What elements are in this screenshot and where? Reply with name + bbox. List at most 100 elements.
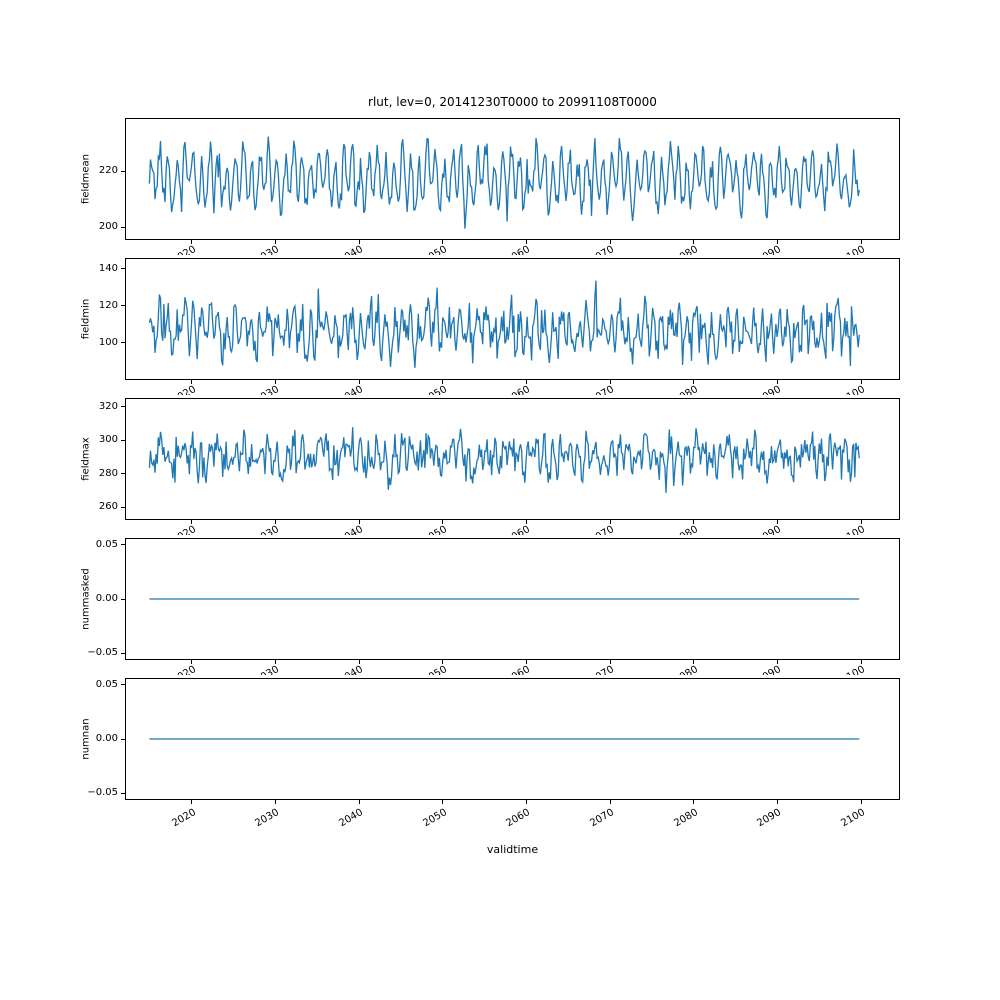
x-tick-label: 2030 bbox=[254, 524, 282, 535]
x-tick-label: 2030 bbox=[254, 664, 282, 675]
y-ticks-fieldmean: 200 220 bbox=[74, 119, 126, 239]
x-tick-label: 2100 bbox=[839, 384, 867, 395]
x-tick-label: 2050 bbox=[421, 384, 449, 395]
line-series-fieldmin bbox=[148, 280, 860, 368]
y-tick-mark bbox=[121, 684, 126, 686]
y-tick-mark bbox=[121, 406, 126, 408]
y-tick-mark bbox=[121, 738, 126, 740]
x-tick-mark bbox=[191, 799, 193, 804]
y-tick-label: 0.00 bbox=[95, 593, 118, 604]
x-tick-label: 2060 bbox=[504, 807, 533, 830]
x-tick-label: 2090 bbox=[755, 807, 784, 830]
y-tick-mark bbox=[121, 598, 126, 600]
subplot-numnan: numnan −0.05 0.00 0.05 2020 2030 2040 2050 206… bbox=[81, 678, 900, 829]
y-tick-label: −0.05 bbox=[87, 647, 118, 659]
x-tick-mark bbox=[525, 519, 527, 524]
plot-area-numnan bbox=[149, 738, 860, 740]
x-tick-label: 2030 bbox=[254, 244, 282, 255]
x-tick-label: 2090 bbox=[756, 384, 784, 395]
x-tick-mark bbox=[525, 379, 527, 384]
x-tick-label: 2100 bbox=[839, 664, 867, 675]
y-ticks-nummasked: −0.05 0.00 0.05 bbox=[74, 539, 126, 659]
x-tick-label: 2090 bbox=[756, 524, 784, 535]
y-tick-label: 220 bbox=[98, 165, 118, 177]
x-tick-label: 2090 bbox=[756, 244, 784, 255]
x-tick-label: 2030 bbox=[253, 807, 282, 830]
x-tick-label: 2020 bbox=[170, 807, 198, 830]
x-tick-mark bbox=[525, 799, 527, 804]
x-tick-mark bbox=[358, 379, 360, 384]
x-tick-label: 2040 bbox=[338, 244, 366, 255]
x-tick-mark bbox=[274, 799, 276, 804]
x-tick-mark bbox=[693, 379, 695, 384]
x-tick-label: 2060 bbox=[505, 384, 533, 395]
x-tick-mark bbox=[776, 799, 778, 804]
x-tick-mark bbox=[609, 659, 611, 664]
y-tick-label: −0.05 bbox=[87, 787, 118, 799]
y-tick-mark bbox=[121, 439, 126, 441]
x-tick-mark bbox=[860, 239, 862, 244]
x-tick-mark bbox=[442, 659, 444, 664]
x-tick-label: 2080 bbox=[672, 244, 700, 255]
x-ticks-clipped-4: 2020 2030 2040 2050 2060 2070 2080 2090 2100 bbox=[125, 660, 902, 675]
y-tick-label: 120 bbox=[98, 299, 118, 311]
x-ticks-full: 2020 2030 2040 2050 2060 2070 2080 2090 2100 bbox=[125, 800, 902, 848]
y-tick-mark bbox=[121, 506, 126, 508]
x-axis-label: validtime bbox=[486, 843, 539, 856]
x-tick-mark bbox=[274, 519, 276, 524]
x-tick-mark bbox=[525, 239, 527, 244]
y-tick-mark bbox=[121, 268, 126, 270]
x-tick-mark bbox=[776, 239, 778, 244]
x-tick-label: 2060 bbox=[505, 664, 533, 675]
x-tick-label: 2040 bbox=[337, 807, 366, 830]
y-tick-mark bbox=[121, 226, 126, 228]
x-tick-mark bbox=[525, 659, 527, 664]
x-tick-mark bbox=[609, 799, 611, 804]
x-tick-mark bbox=[358, 799, 360, 804]
x-tick-mark bbox=[358, 239, 360, 244]
x-tick-label: 2050 bbox=[421, 664, 449, 675]
x-tick-label: 2060 bbox=[505, 524, 533, 535]
y-tick-label: 0.00 bbox=[95, 733, 118, 744]
x-tick-mark bbox=[191, 379, 193, 384]
subplot-nummasked: nummasked −0.050.000.05 2020203020402050… bbox=[81, 538, 900, 675]
x-tick-label: 2100 bbox=[839, 807, 868, 830]
y-tick-mark bbox=[121, 544, 126, 546]
x-tick-label: 2070 bbox=[589, 384, 617, 395]
x-tick-label: 2060 bbox=[505, 244, 533, 255]
x-tick-mark bbox=[860, 379, 862, 384]
x-tick-mark bbox=[191, 519, 193, 524]
x-tick-label: 2080 bbox=[672, 807, 700, 830]
x-tick-mark bbox=[274, 659, 276, 664]
y-tick-mark bbox=[121, 305, 126, 307]
x-tick-label: 2070 bbox=[589, 664, 617, 675]
x-tick-label: 2100 bbox=[839, 244, 867, 255]
x-tick-mark bbox=[191, 239, 193, 244]
x-tick-label: 2020 bbox=[170, 524, 198, 535]
x-tick-mark bbox=[693, 519, 695, 524]
y-tick-label: 320 bbox=[98, 400, 118, 412]
x-ticks-clipped-1: 2020 2030 2040 2050 2060 2070 2080 2090 2100 bbox=[125, 240, 902, 255]
y-tick-mark bbox=[121, 652, 126, 654]
x-tick-mark bbox=[191, 659, 193, 664]
line-series-fieldmax bbox=[148, 427, 860, 493]
x-tick-label: 2050 bbox=[421, 807, 449, 830]
x-tick-label: 2070 bbox=[589, 244, 617, 255]
plot-area-fieldmax bbox=[148, 427, 860, 493]
x-tick-mark bbox=[442, 239, 444, 244]
x-tick-label: 2030 bbox=[254, 384, 282, 395]
x-tick-mark bbox=[358, 519, 360, 524]
x-tick-label: 2020 bbox=[170, 664, 198, 675]
y-tick-mark bbox=[121, 792, 126, 794]
x-tick-mark bbox=[609, 379, 611, 384]
x-tick-mark bbox=[358, 659, 360, 664]
x-tick-label: 2090 bbox=[756, 664, 784, 675]
y-tick-mark bbox=[121, 342, 126, 344]
x-tick-label: 2040 bbox=[338, 384, 366, 395]
x-tick-mark bbox=[776, 659, 778, 664]
y-tick-label: 280 bbox=[98, 467, 118, 479]
